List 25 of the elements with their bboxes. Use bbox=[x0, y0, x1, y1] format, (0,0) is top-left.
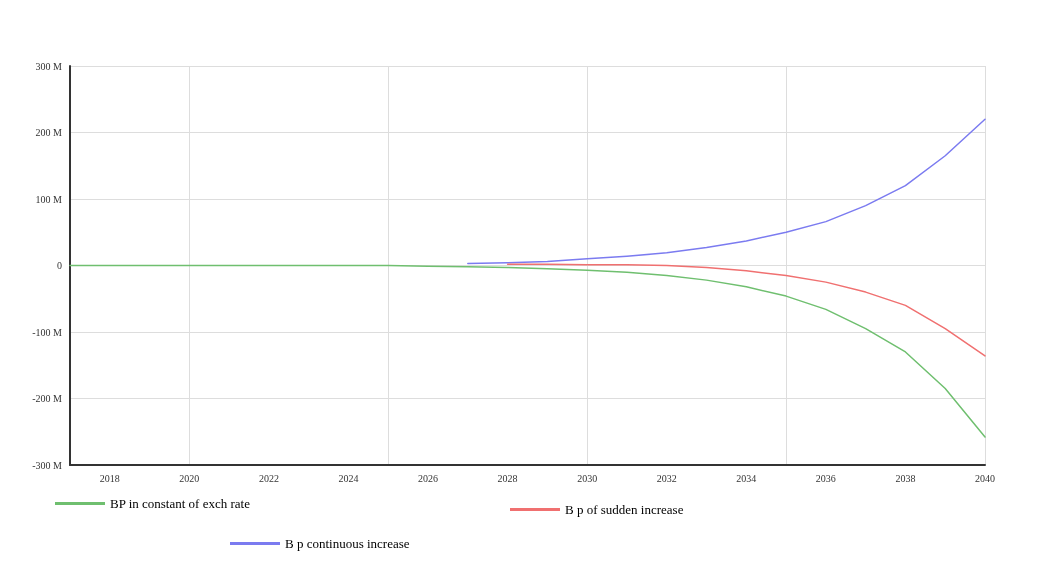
x-tick-label: 2020 bbox=[179, 472, 200, 484]
y-tick-label: -200 M bbox=[32, 393, 63, 404]
y-tick-label: 0 bbox=[57, 260, 62, 271]
y-tick-label: -300 M bbox=[32, 459, 63, 471]
x-tick-label: 2034 bbox=[736, 472, 757, 484]
y-tick-label: 300 M bbox=[35, 60, 63, 72]
x-tick-label: 2040 bbox=[975, 472, 995, 484]
x-tick-label: 2032 bbox=[656, 472, 677, 484]
x-tick-label: 2018 bbox=[99, 472, 120, 484]
x-tick-label: 2036 bbox=[815, 472, 836, 484]
x-tick-label: 2028 bbox=[497, 472, 518, 484]
y-tick-label: 100 M bbox=[35, 193, 63, 205]
line-series bbox=[506, 263, 986, 357]
x-tick-label: 2038 bbox=[895, 472, 916, 484]
legend-label: B p continuous increase bbox=[285, 536, 410, 551]
y-tick-label: -100 M bbox=[32, 326, 63, 338]
x-tick-label: 2030 bbox=[577, 472, 598, 484]
line-series bbox=[467, 118, 986, 265]
x-tick-label: 2026 bbox=[418, 472, 439, 484]
line-series bbox=[69, 264, 986, 438]
x-tick-label: 2024 bbox=[338, 472, 359, 484]
y-tick-label: 200 M bbox=[35, 127, 63, 138]
legend-label: BP in constant of exch rate bbox=[110, 496, 251, 511]
legend-label: B p of sudden increase bbox=[565, 502, 684, 517]
x-tick-label: 2022 bbox=[258, 472, 279, 484]
